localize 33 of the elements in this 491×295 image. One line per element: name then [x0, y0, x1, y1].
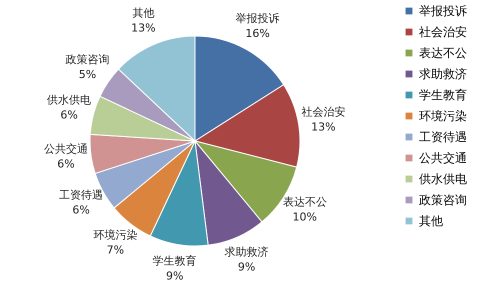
slice-label: 表达不公	[282, 196, 327, 209]
slice-label: 政策咨询	[65, 52, 110, 66]
data-label: 6%	[60, 108, 78, 122]
data-label: 9%	[166, 269, 184, 282]
slice-label: 学生教育	[152, 254, 197, 268]
legend-label: 举报投诉	[419, 4, 467, 18]
legend-label: 工资待遇	[419, 130, 467, 144]
slice-label: 举报投诉	[236, 12, 280, 26]
legend-label: 表达不公	[419, 46, 467, 60]
legend-label: 供水供电	[419, 172, 467, 186]
slice-label: 环境污染	[93, 228, 138, 242]
legend-label: 其他	[419, 214, 443, 228]
data-label: 6%	[57, 157, 75, 170]
data-label: 7%	[106, 244, 124, 257]
data-label: 5%	[78, 68, 96, 81]
slice-label: 社会治安	[301, 106, 346, 119]
slice-label: 其他	[132, 6, 154, 20]
slice-label: 求助救济	[224, 245, 269, 258]
data-label: 9%	[238, 260, 256, 274]
legend-label: 社会治安	[419, 25, 467, 39]
data-label: 10%	[292, 210, 317, 224]
legend-label: 公共交通	[419, 151, 467, 165]
slice-label: 工资待遇	[59, 188, 104, 202]
legend-label: 政策咨询	[419, 193, 467, 207]
data-label: 13%	[311, 120, 336, 134]
data-label: 16%	[245, 27, 270, 40]
legend-label: 环境污染	[419, 109, 467, 123]
slice-label: 供水供电	[47, 94, 92, 107]
legend-label: 学生教育	[419, 88, 467, 102]
legend-label: 求助救济	[419, 67, 467, 81]
slice-label: 公共交通	[44, 142, 88, 156]
data-label: 6%	[72, 204, 90, 217]
data-label: 13%	[131, 22, 156, 35]
